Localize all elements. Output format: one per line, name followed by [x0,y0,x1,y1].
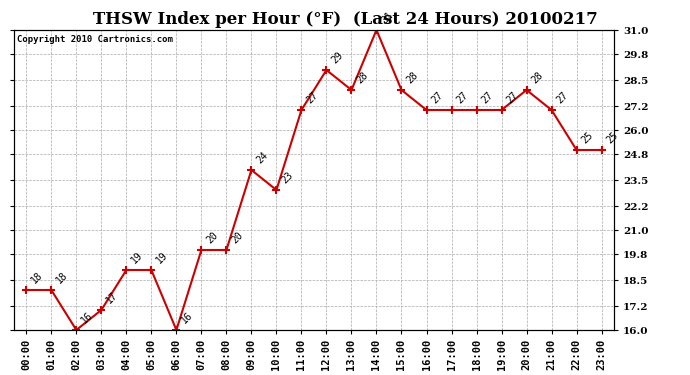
Text: 28: 28 [404,70,420,86]
Text: 28: 28 [529,70,544,86]
Text: 19: 19 [129,251,144,266]
Text: 27: 27 [504,90,520,106]
Text: 19: 19 [154,251,170,266]
Text: THSW Index per Hour (°F)  (Last 24 Hours) 20100217: THSW Index per Hour (°F) (Last 24 Hours)… [92,11,598,28]
Text: 31: 31 [380,10,395,26]
Text: Copyright 2010 Cartronics.com: Copyright 2010 Cartronics.com [17,34,172,44]
Text: 20: 20 [229,231,244,246]
Text: 27: 27 [554,90,570,106]
Text: 27: 27 [454,90,470,106]
Text: 25: 25 [604,130,620,146]
Text: 27: 27 [304,90,319,106]
Text: 23: 23 [279,171,295,186]
Text: 24: 24 [254,150,270,166]
Text: 27: 27 [429,90,444,106]
Text: 18: 18 [29,270,44,286]
Text: 28: 28 [354,70,370,86]
Text: 25: 25 [580,130,595,146]
Text: 17: 17 [104,291,119,306]
Text: 16: 16 [79,310,95,326]
Text: 20: 20 [204,231,219,246]
Text: 16: 16 [179,310,195,326]
Text: 29: 29 [329,51,344,66]
Text: 18: 18 [54,270,70,286]
Text: 27: 27 [480,90,495,106]
